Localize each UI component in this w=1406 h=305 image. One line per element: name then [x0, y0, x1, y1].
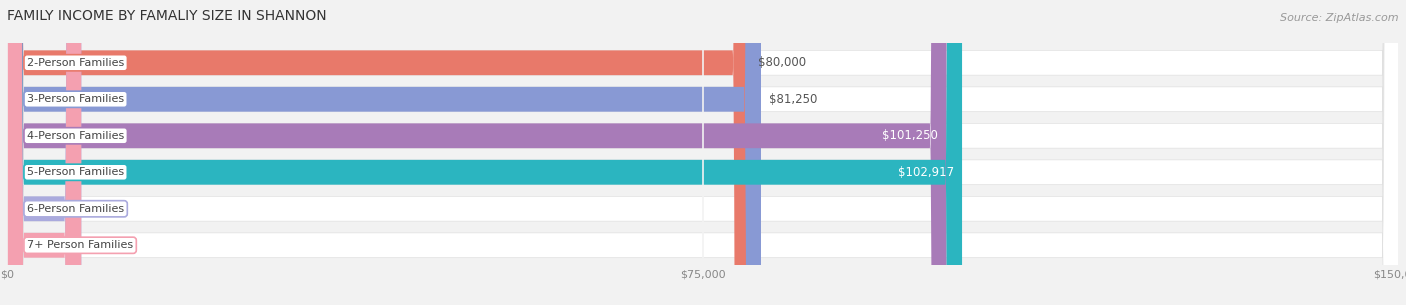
Text: $80,000: $80,000 [758, 56, 806, 69]
FancyBboxPatch shape [7, 0, 761, 305]
Text: 4-Person Families: 4-Person Families [27, 131, 124, 141]
Text: 3-Person Families: 3-Person Families [27, 94, 124, 104]
Text: 2-Person Families: 2-Person Families [27, 58, 124, 68]
Text: $101,250: $101,250 [883, 129, 938, 142]
Text: $81,250: $81,250 [769, 93, 818, 106]
FancyBboxPatch shape [7, 0, 82, 305]
FancyBboxPatch shape [7, 0, 1399, 305]
Text: $0: $0 [90, 239, 104, 252]
FancyBboxPatch shape [7, 0, 1399, 305]
Text: FAMILY INCOME BY FAMALIY SIZE IN SHANNON: FAMILY INCOME BY FAMALIY SIZE IN SHANNON [7, 9, 326, 23]
FancyBboxPatch shape [7, 0, 1399, 305]
FancyBboxPatch shape [7, 0, 749, 305]
FancyBboxPatch shape [7, 0, 1399, 305]
FancyBboxPatch shape [7, 0, 82, 305]
Text: $0: $0 [90, 202, 104, 215]
FancyBboxPatch shape [7, 0, 962, 305]
Text: Source: ZipAtlas.com: Source: ZipAtlas.com [1281, 13, 1399, 23]
Text: 5-Person Families: 5-Person Families [27, 167, 124, 177]
FancyBboxPatch shape [7, 0, 946, 305]
Text: 7+ Person Families: 7+ Person Families [27, 240, 134, 250]
Text: $102,917: $102,917 [897, 166, 953, 179]
FancyBboxPatch shape [7, 0, 1399, 305]
FancyBboxPatch shape [7, 0, 1399, 305]
Text: 6-Person Families: 6-Person Families [27, 204, 124, 214]
